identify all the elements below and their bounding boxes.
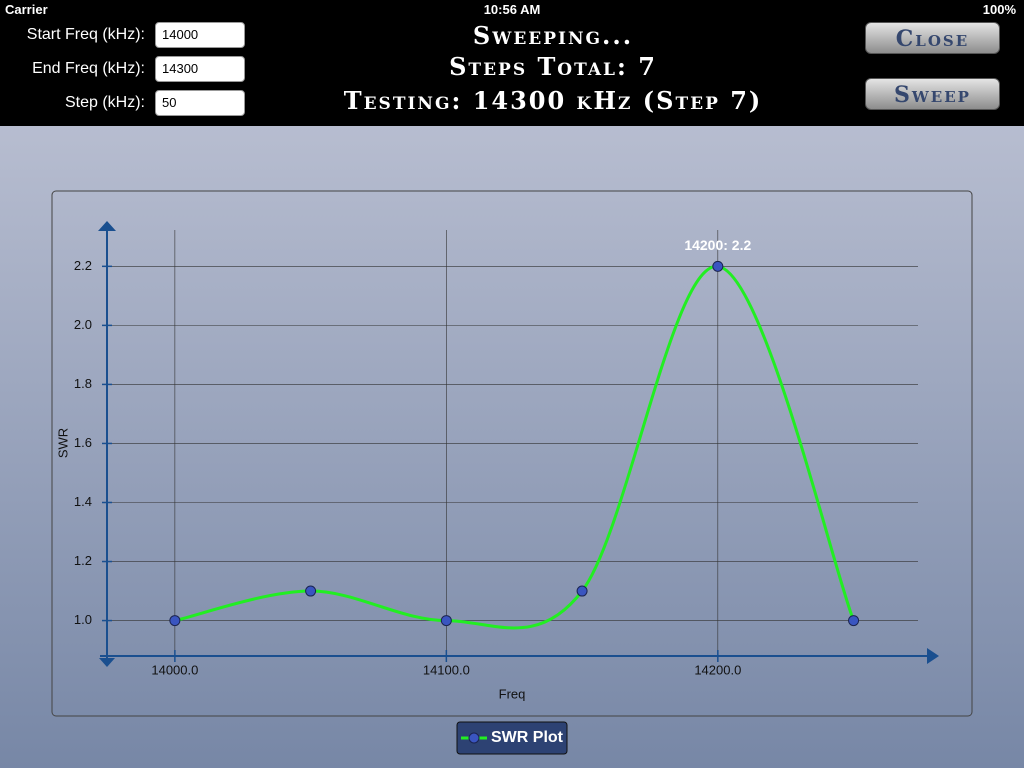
annotation: 14200: 2.2	[684, 237, 751, 253]
point	[169, 615, 181, 627]
point	[712, 260, 724, 272]
clock: 10:56 AM	[483, 2, 541, 17]
field-label: Start Freq (kHz):	[26, 26, 145, 43]
line	[174, 264, 855, 630]
y-axis-title: SWR	[55, 428, 70, 458]
point	[576, 585, 588, 597]
close-button[interactable]: Close	[865, 22, 1000, 54]
x-tick-label: 14200.0	[694, 662, 741, 677]
toolbar: Carrier 10:56 AM 100% Start Freq (kHz): …	[0, 0, 1024, 126]
y-tick-label: 1.0	[74, 612, 92, 627]
y-tick-label: 1.2	[74, 553, 92, 568]
y-axis-arrow	[99, 658, 115, 667]
chart-frame	[51, 190, 973, 717]
point	[305, 585, 317, 597]
y-tick-label: 2.2	[74, 258, 92, 273]
y-axis-arrow	[98, 221, 116, 231]
status-line: Steps Total: 7	[449, 52, 657, 81]
status-line: Testing: 14300 kHz (Step 7)	[343, 86, 763, 115]
point	[440, 615, 452, 627]
y-tick-label: 1.8	[74, 376, 92, 391]
field-label: Step (kHz):	[64, 94, 145, 111]
sweep-button[interactable]: Sweep	[865, 78, 1000, 110]
legend-label: SWR Plot	[491, 729, 564, 746]
field-label: End Freq (kHz):	[32, 60, 145, 77]
status-line: Sweeping...	[472, 21, 634, 50]
x-axis-arrow	[927, 648, 939, 664]
x-tick-label: 14000.0	[151, 662, 198, 677]
x-axis-title: Freq	[499, 686, 526, 701]
text-input[interactable]: 14300	[155, 56, 245, 82]
y-tick-label: 2.0	[74, 317, 92, 332]
point	[848, 615, 860, 627]
text-input[interactable]: 14000	[155, 22, 245, 48]
y-tick-label: 1.6	[74, 435, 92, 450]
legend-swatch-dot	[468, 732, 480, 744]
carrier: Carrier	[5, 2, 48, 17]
legend-box	[456, 721, 568, 755]
text-input[interactable]: 50	[155, 90, 245, 116]
x-tick-label: 14100.0	[423, 662, 470, 677]
battery: 100%	[982, 2, 1016, 17]
y-tick-label: 1.4	[74, 494, 92, 509]
